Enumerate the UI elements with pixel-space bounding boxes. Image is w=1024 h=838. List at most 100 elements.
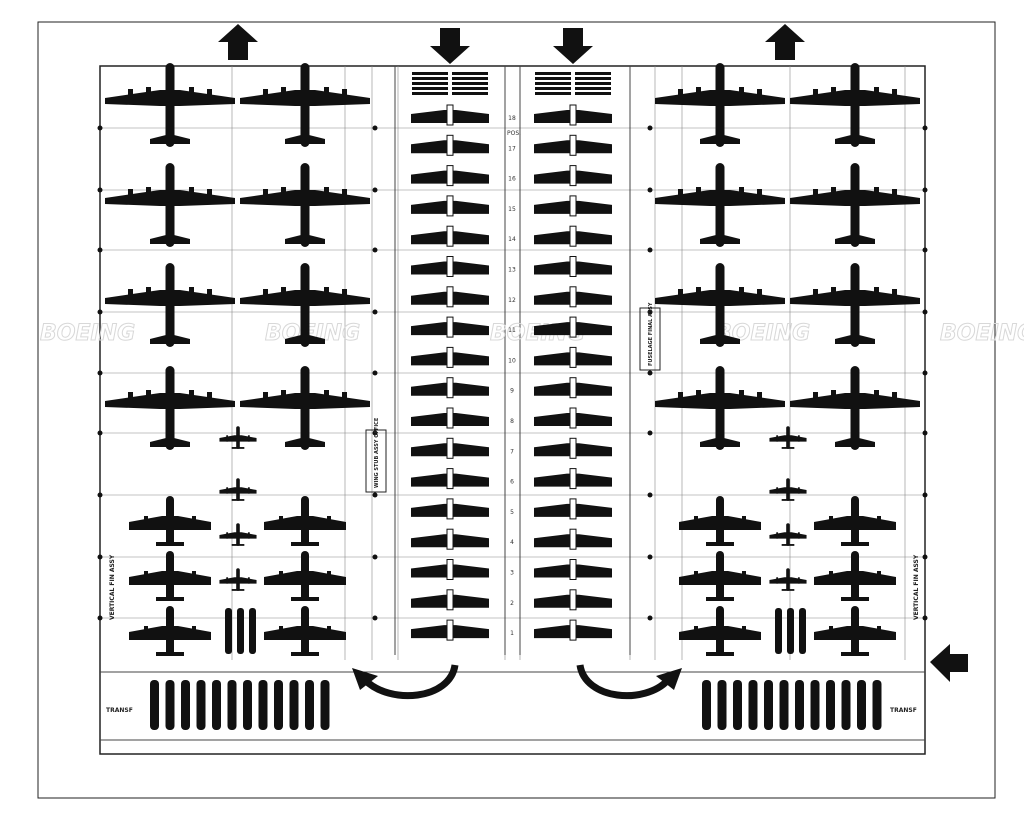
bomber-icon bbox=[790, 366, 920, 450]
position-number: 10 bbox=[508, 357, 516, 364]
wing-section-icon bbox=[533, 165, 613, 187]
bomber-icon bbox=[105, 63, 235, 147]
parts-rack-icon bbox=[452, 77, 488, 80]
arrow-up-icon bbox=[218, 24, 258, 60]
tail-section-icon bbox=[219, 426, 257, 449]
transfer-label-left: TRANSF bbox=[106, 707, 133, 714]
parts-rack-icon bbox=[412, 87, 448, 90]
column-marker bbox=[922, 187, 928, 193]
transfer-bin-icon bbox=[243, 680, 252, 730]
column-marker bbox=[647, 492, 653, 498]
bomber-icon bbox=[240, 163, 370, 247]
column-marker bbox=[97, 492, 103, 498]
fuselage-section-icon bbox=[264, 496, 346, 546]
wing-section-icon bbox=[533, 619, 613, 641]
column-marker bbox=[97, 430, 103, 436]
parts-rack-icon bbox=[575, 72, 611, 75]
column-marker bbox=[647, 247, 653, 253]
tail-section-icon bbox=[769, 478, 807, 501]
column-marker bbox=[647, 554, 653, 560]
wing-section-icon bbox=[410, 104, 490, 126]
transfer-bin-icon bbox=[717, 680, 727, 730]
parts-rack-icon bbox=[412, 92, 448, 95]
column-marker bbox=[647, 615, 653, 621]
position-number: 6 bbox=[510, 479, 514, 486]
vertical-fin-label-right: VERTICAL FIN ASSY bbox=[913, 554, 920, 620]
parts-rack-icon bbox=[535, 77, 571, 80]
column-marker bbox=[372, 309, 378, 315]
tail-section-icon bbox=[219, 568, 257, 591]
wing-section-icon bbox=[410, 134, 490, 156]
transfer-bin-icon bbox=[320, 680, 330, 730]
column-marker bbox=[372, 125, 378, 131]
position-header: POS. bbox=[507, 130, 521, 137]
transfer-bin-icon bbox=[305, 680, 314, 730]
column-marker bbox=[372, 492, 378, 498]
column-marker bbox=[922, 554, 928, 560]
position-number: 12 bbox=[508, 297, 516, 304]
parts-rack-icon bbox=[535, 82, 571, 85]
column-marker bbox=[647, 370, 653, 376]
transfer-bin-icon bbox=[764, 680, 773, 730]
wing-section-icon bbox=[533, 498, 613, 520]
wing-section-icon bbox=[410, 225, 490, 247]
position-number: 8 bbox=[510, 418, 514, 425]
fuselage-section-icon bbox=[264, 551, 346, 601]
column-marker bbox=[97, 370, 103, 376]
fuselage-section-icon bbox=[814, 496, 896, 546]
wing-section-icon bbox=[410, 559, 490, 580]
fuselage-section-icon bbox=[814, 606, 896, 656]
wing-section-icon bbox=[410, 316, 490, 338]
column-marker bbox=[372, 370, 378, 376]
column-marker bbox=[97, 125, 103, 131]
tail-section-icon bbox=[769, 523, 807, 546]
wing-section-icon bbox=[533, 377, 613, 399]
fuselage-section-icon bbox=[129, 606, 211, 656]
transfer-bin-icon bbox=[289, 680, 299, 730]
office-box-right bbox=[639, 307, 661, 371]
column-marker bbox=[97, 247, 103, 253]
transfer-bin-icon bbox=[748, 680, 758, 730]
parts-rack-icon bbox=[452, 92, 488, 95]
fin-icon bbox=[249, 608, 256, 654]
position-number: 3 bbox=[510, 570, 514, 577]
wing-section-icon bbox=[533, 346, 613, 368]
column-marker bbox=[372, 615, 378, 621]
office-box-left bbox=[365, 429, 387, 493]
transfer-bin-icon bbox=[165, 680, 175, 730]
fin-icon bbox=[799, 608, 806, 654]
parts-rack-icon bbox=[412, 77, 448, 80]
wing-section-icon bbox=[410, 437, 490, 459]
column-marker bbox=[372, 187, 378, 193]
parts-rack-icon bbox=[575, 82, 611, 85]
column-marker bbox=[922, 309, 928, 315]
column-grid bbox=[97, 66, 928, 741]
svg-text:BOEING: BOEING bbox=[940, 321, 1024, 346]
column-marker bbox=[922, 125, 928, 131]
position-number: 7 bbox=[510, 448, 514, 455]
column-marker bbox=[922, 370, 928, 376]
position-number: 15 bbox=[508, 206, 516, 213]
wing-section-icon bbox=[533, 256, 613, 277]
parts-rack-icon bbox=[412, 72, 448, 75]
fuselage-section-icon bbox=[679, 551, 761, 601]
transfer-bin-icon bbox=[857, 680, 866, 730]
transfer-bin-icon bbox=[795, 680, 804, 730]
transfer-bin-icon bbox=[258, 680, 268, 730]
fin-icon bbox=[775, 608, 782, 654]
position-number: 5 bbox=[510, 509, 514, 516]
position-number: 1 bbox=[510, 630, 514, 637]
transfer-bin-icon bbox=[274, 680, 283, 730]
column-marker bbox=[97, 615, 103, 621]
position-number: 17 bbox=[508, 145, 516, 152]
curved-arrow-icon bbox=[576, 664, 671, 700]
wing-section-icon bbox=[410, 286, 490, 308]
fin-icon bbox=[225, 608, 232, 654]
parts-rack-icon bbox=[575, 92, 611, 95]
wing-section-icon bbox=[410, 195, 490, 217]
wing-section-icon bbox=[533, 104, 613, 126]
transfer-bin-icon bbox=[779, 680, 789, 730]
transfer-bin-icon bbox=[826, 680, 835, 730]
fuselage-section-icon bbox=[679, 496, 761, 546]
transfer-bin-icon bbox=[196, 680, 206, 730]
